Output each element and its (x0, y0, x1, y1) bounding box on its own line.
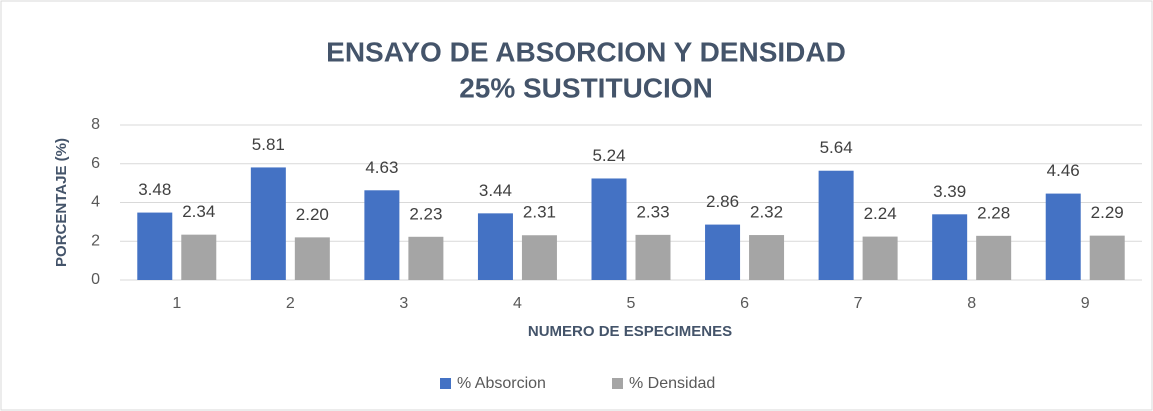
y-tick-label: 6 (91, 155, 100, 172)
y-tick-label: 4 (91, 194, 100, 211)
data-label: 2.32 (750, 203, 783, 222)
bar (137, 212, 173, 280)
bar (477, 213, 513, 280)
x-tick-label: 9 (1081, 295, 1090, 312)
data-label: 4.46 (1047, 161, 1080, 180)
bar (818, 170, 854, 280)
bar (976, 235, 1012, 280)
data-label: 2.23 (409, 204, 442, 223)
x-tick-label: 7 (854, 295, 863, 312)
y-axis-title: PORCENTAJE (%) (53, 138, 70, 267)
y-tick-label: 2 (91, 232, 100, 249)
bar (591, 178, 627, 280)
data-label: 2.24 (864, 204, 897, 223)
data-label: 3.39 (933, 182, 966, 201)
y-tick-label: 8 (91, 116, 100, 133)
bar (250, 167, 286, 280)
bar (932, 214, 968, 280)
bar (294, 237, 330, 280)
x-tick-label: 6 (740, 295, 749, 312)
data-label: 5.24 (592, 146, 625, 165)
legend-label: % Absorcion (457, 375, 546, 392)
x-tick-label: 4 (513, 295, 522, 312)
data-label: 2.29 (1091, 203, 1124, 222)
data-label: 2.31 (523, 203, 556, 222)
bar (521, 235, 557, 280)
legend-swatch (440, 378, 451, 389)
data-label: 2.86 (706, 192, 739, 211)
legend-swatch (612, 378, 623, 389)
bar (364, 190, 400, 280)
x-tick-label: 5 (627, 295, 636, 312)
x-tick-label: 1 (172, 295, 181, 312)
data-label: 2.34 (182, 202, 215, 221)
data-label: 3.44 (479, 181, 512, 200)
chart-title: ENSAYO DE ABSORCION Y DENSIDAD (326, 36, 846, 67)
data-label: 2.33 (636, 202, 669, 221)
chart-title: 25% SUSTITUCION (459, 72, 713, 103)
data-label: 5.81 (252, 135, 285, 154)
data-label: 4.63 (365, 158, 398, 177)
data-label: 2.20 (296, 205, 329, 224)
bar (749, 235, 785, 280)
x-tick-label: 3 (399, 295, 408, 312)
bar (1045, 193, 1081, 280)
legend-label: % Densidad (629, 375, 715, 392)
bar (862, 236, 898, 280)
x-axis-title: NUMERO DE ESPECIMENES (528, 323, 732, 340)
data-label: 2.28 (977, 203, 1010, 222)
data-label: 5.64 (820, 138, 853, 157)
y-tick-label: 0 (91, 271, 100, 288)
bar (635, 234, 671, 280)
x-tick-label: 8 (967, 295, 976, 312)
x-tick-label: 2 (286, 295, 295, 312)
bar (408, 236, 444, 280)
bar (181, 234, 217, 280)
bar (705, 224, 741, 280)
bar (1089, 235, 1125, 280)
data-label: 3.48 (138, 180, 171, 199)
